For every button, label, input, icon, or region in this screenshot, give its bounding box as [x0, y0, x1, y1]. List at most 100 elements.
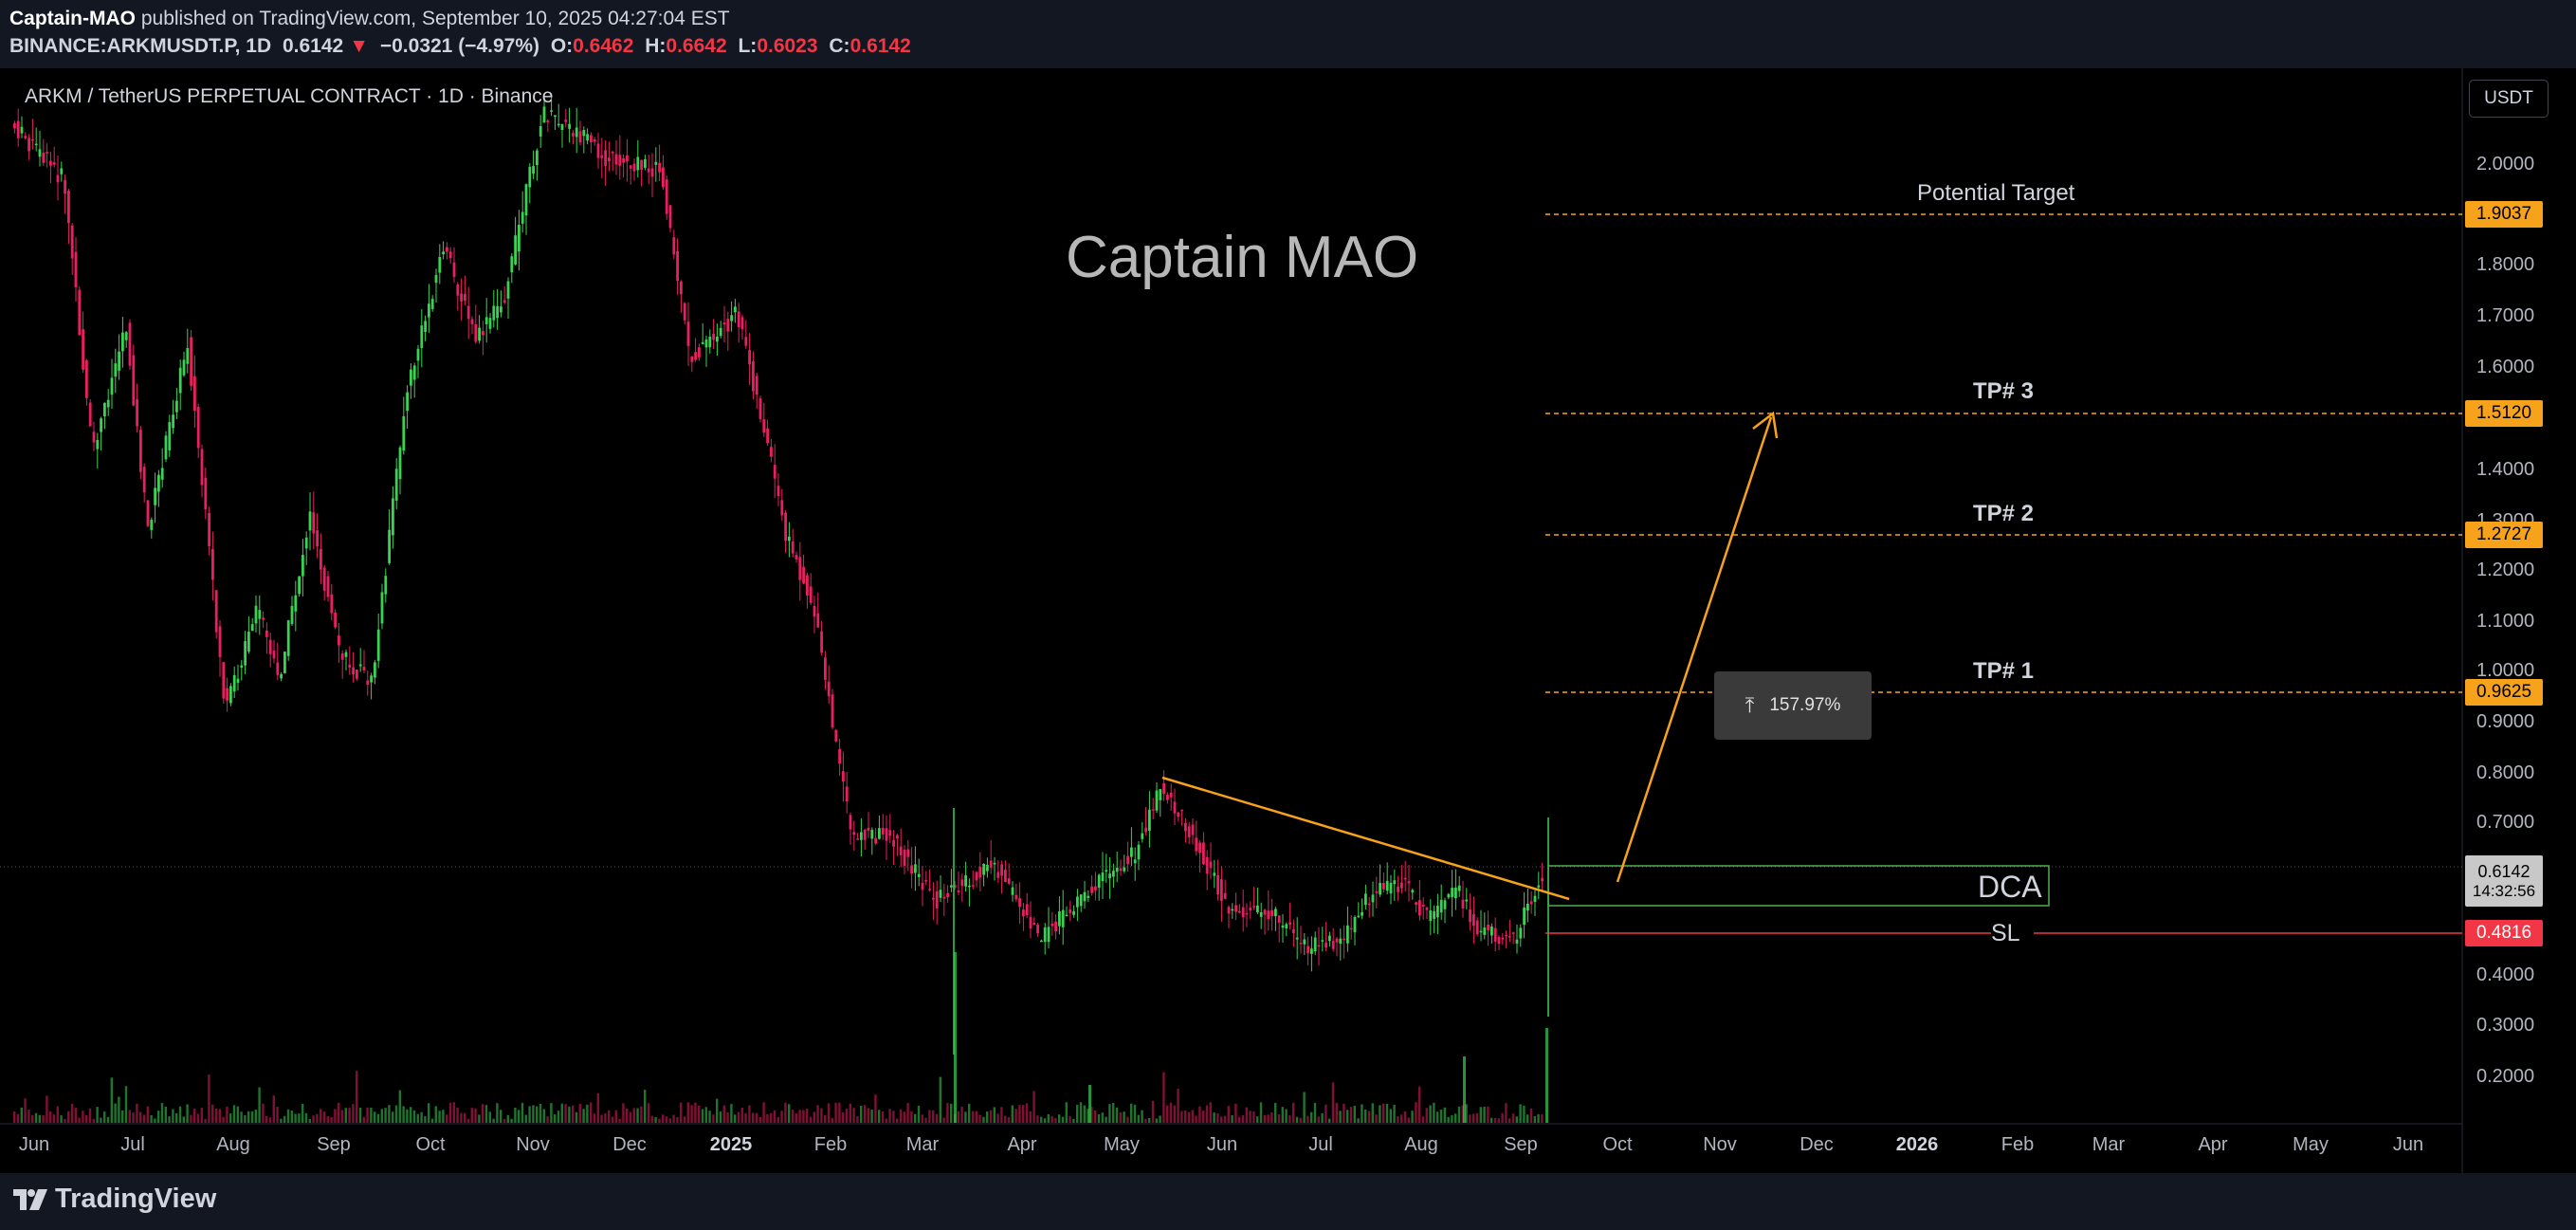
candle-body: [924, 880, 928, 882]
candle-body: [1501, 937, 1505, 940]
candlestick-canvas[interactable]: [0, 68, 2576, 1173]
candle-body: [182, 359, 186, 376]
candle-body: [1389, 882, 1393, 894]
price-tick: 0.9000: [2476, 711, 2535, 732]
price-tick: 0.3000: [2476, 1015, 2535, 1036]
candle-body: [442, 251, 445, 255]
candle-body: [726, 319, 730, 332]
candle-body: [968, 885, 971, 888]
volume-bar: [1043, 1118, 1047, 1123]
time-label: Dec: [612, 1134, 647, 1155]
volume-bar: [1339, 1111, 1342, 1123]
volume-bar: [903, 1111, 905, 1123]
candle-body: [1288, 922, 1291, 925]
volume-bar: [978, 1114, 981, 1123]
volume-bar: [196, 1113, 200, 1123]
candle-body: [338, 635, 340, 646]
volume-bar: [1439, 1109, 1443, 1123]
volume-bar: [863, 1105, 867, 1123]
ohlc-line: BINANCE:ARKMUSDT.P, 1D 0.6142 ▼ −0.0321 (…: [9, 35, 917, 58]
volume-bar: [24, 1098, 27, 1123]
volume-bar: [989, 1110, 993, 1123]
volume-bar: [466, 1118, 470, 1123]
candle-body: [1155, 790, 1159, 811]
volume-bar: [867, 1108, 869, 1123]
candle-body: [1415, 902, 1417, 906]
candle-body: [304, 537, 308, 549]
volume-bar: [370, 1107, 373, 1123]
candle-body: [921, 882, 924, 890]
candle-body: [1227, 907, 1231, 914]
volume-bar: [157, 1111, 160, 1123]
candle-body: [298, 576, 301, 595]
volume-bar: [96, 1107, 99, 1123]
volume-bar: [1223, 1115, 1227, 1123]
volume-bar: [1505, 1103, 1507, 1123]
volume-bar: [344, 1108, 347, 1123]
candle-body: [1454, 887, 1457, 899]
candle-body: [870, 830, 874, 839]
volume-bar: [546, 1116, 549, 1123]
candle-body: [190, 337, 192, 386]
candle-body: [42, 153, 46, 163]
candle-body: [1303, 939, 1306, 945]
candle-body: [1014, 894, 1018, 900]
candle-body: [899, 846, 903, 855]
candle-body: [546, 120, 550, 122]
tradingview-logo[interactable]: TradingView: [13, 1184, 216, 1215]
candle-body: [1101, 872, 1105, 882]
volume-bar: [1137, 1114, 1140, 1123]
volume-bar: [1331, 1082, 1335, 1123]
author-name[interactable]: Captain-MAO: [9, 8, 136, 29]
candle-body: [780, 500, 784, 516]
price-tick: 0.4000: [2476, 964, 2535, 985]
candle-body: [560, 123, 564, 130]
volume-bar: [121, 1110, 124, 1123]
volume-bar: [795, 1113, 797, 1123]
volume-bar: [686, 1102, 689, 1123]
volume-bar: [172, 1109, 174, 1123]
candle-body: [1385, 880, 1389, 891]
candle-body: [326, 576, 330, 597]
candle-body: [1141, 833, 1144, 839]
volume-bar: [704, 1107, 707, 1123]
volume-bar: [1115, 1107, 1119, 1123]
volume-bar: [200, 1108, 203, 1123]
volume-bar: [510, 1118, 513, 1123]
volume-bar: [416, 1113, 419, 1123]
candle-body: [366, 680, 370, 685]
candle-body: [640, 159, 643, 171]
candle-body: [1472, 914, 1475, 926]
volume-bar: [1436, 1111, 1439, 1123]
time-label: Jun: [2392, 1134, 2424, 1155]
time-label: Sep: [1504, 1134, 1538, 1155]
candle-body: [676, 250, 679, 282]
candle-body: [575, 127, 578, 138]
chart-pane[interactable]: [0, 68, 2576, 1173]
candle-body: [1439, 899, 1443, 913]
candle-body: [1343, 938, 1345, 941]
volume-bar: [676, 1116, 679, 1123]
candle-body: [590, 135, 593, 142]
volume-bar: [1029, 1111, 1032, 1123]
volume-bar: [874, 1094, 877, 1123]
candle-body: [1079, 894, 1083, 907]
currency-button[interactable]: USDT: [2469, 80, 2549, 118]
volume-bar: [338, 1102, 340, 1123]
volume-bar: [500, 1110, 502, 1123]
candle-body: [964, 875, 967, 887]
volume-bar: [532, 1105, 535, 1123]
volume-bar: [1515, 1116, 1518, 1123]
volume-bar: [49, 1111, 52, 1123]
candle-body: [809, 586, 813, 603]
candle-body: [1490, 927, 1493, 936]
volume-bar: [222, 1116, 225, 1123]
candle-body: [852, 832, 856, 835]
volume-bar: [1325, 1104, 1327, 1123]
volume-bar: [1418, 1086, 1421, 1123]
volume-bar: [1285, 1109, 1288, 1123]
volume-bar: [575, 1111, 578, 1123]
candle-body: [1479, 930, 1483, 933]
candle-body: [518, 225, 521, 252]
candle-body: [773, 465, 776, 479]
